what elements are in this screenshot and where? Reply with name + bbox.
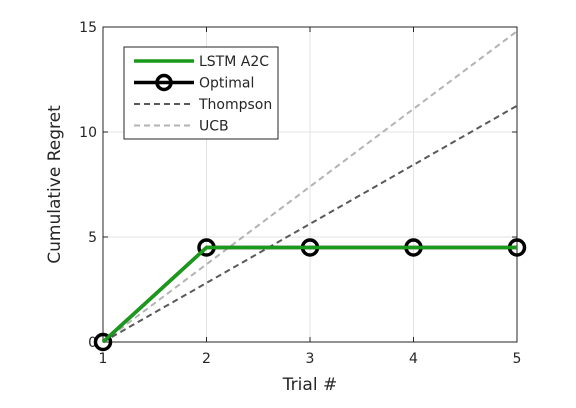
legend-marker-optimal xyxy=(155,73,173,92)
series-layer xyxy=(93,30,527,352)
x-axis-tick-labels: 1 2 3 4 5 xyxy=(99,351,522,367)
series-ucb xyxy=(102,30,518,343)
y-tick-label: 15 xyxy=(79,20,97,36)
legend-label-thompson: Thompson xyxy=(198,97,272,113)
legend-item-thompson: Thompson xyxy=(134,97,272,113)
y-tick-label: 10 xyxy=(79,125,97,141)
x-tick-label: 1 xyxy=(99,351,108,367)
x-tick-label: 5 xyxy=(513,351,522,367)
x-axis-label: Trial # xyxy=(282,375,337,395)
y-tick-label: 0 xyxy=(88,335,97,351)
series-line-lstm-a2c xyxy=(101,245,517,344)
y-axis-tick-labels: 0 5 10 15 xyxy=(79,20,97,351)
data-point-optimal xyxy=(93,332,113,352)
y-axis-label: Cumulative Regret xyxy=(45,105,65,264)
x-tick-label: 4 xyxy=(409,351,418,367)
legend: LSTM A2C Optimal Thompson UCB xyxy=(123,46,279,140)
legend-item-optimal: Optimal xyxy=(134,73,254,92)
x-tick-label: 2 xyxy=(202,351,211,367)
y-tick-label: 5 xyxy=(88,230,97,246)
series-line-ucb xyxy=(102,30,518,343)
legend-label-optimal: Optimal xyxy=(199,76,254,92)
legend-item-ucb: UCB xyxy=(134,119,229,135)
legend-label-lstm-a2c: LSTM A2C xyxy=(199,54,269,70)
series-lstm-a2c xyxy=(101,245,517,344)
legend-label-ucb: UCB xyxy=(199,119,229,135)
x-tick-label: 3 xyxy=(306,351,315,367)
legend-item-lstm-a2c: LSTM A2C xyxy=(134,54,269,70)
